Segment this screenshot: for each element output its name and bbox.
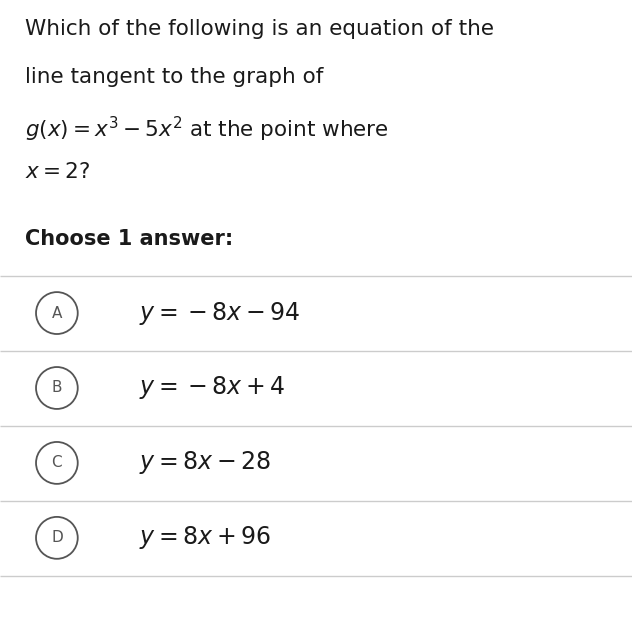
Text: D: D: [51, 530, 63, 545]
Text: B: B: [52, 380, 62, 396]
Text: A: A: [52, 305, 62, 321]
Text: C: C: [52, 455, 62, 471]
Text: line tangent to the graph of: line tangent to the graph of: [25, 67, 324, 86]
Text: $g(x) = x^3 - 5x^2$ at the point where: $g(x) = x^3 - 5x^2$ at the point where: [25, 114, 389, 144]
Text: Which of the following is an equation of the: Which of the following is an equation of…: [25, 19, 494, 39]
Text: $x = 2?$: $x = 2?$: [25, 162, 90, 182]
Text: $y = 8x + 96$: $y = 8x + 96$: [139, 525, 271, 551]
Text: $y = -8x - 94$: $y = -8x - 94$: [139, 300, 300, 326]
Text: Choose 1 answer:: Choose 1 answer:: [25, 229, 234, 248]
Text: $y = 8x - 28$: $y = 8x - 28$: [139, 450, 271, 476]
Text: $y = -8x + 4$: $y = -8x + 4$: [139, 375, 285, 401]
